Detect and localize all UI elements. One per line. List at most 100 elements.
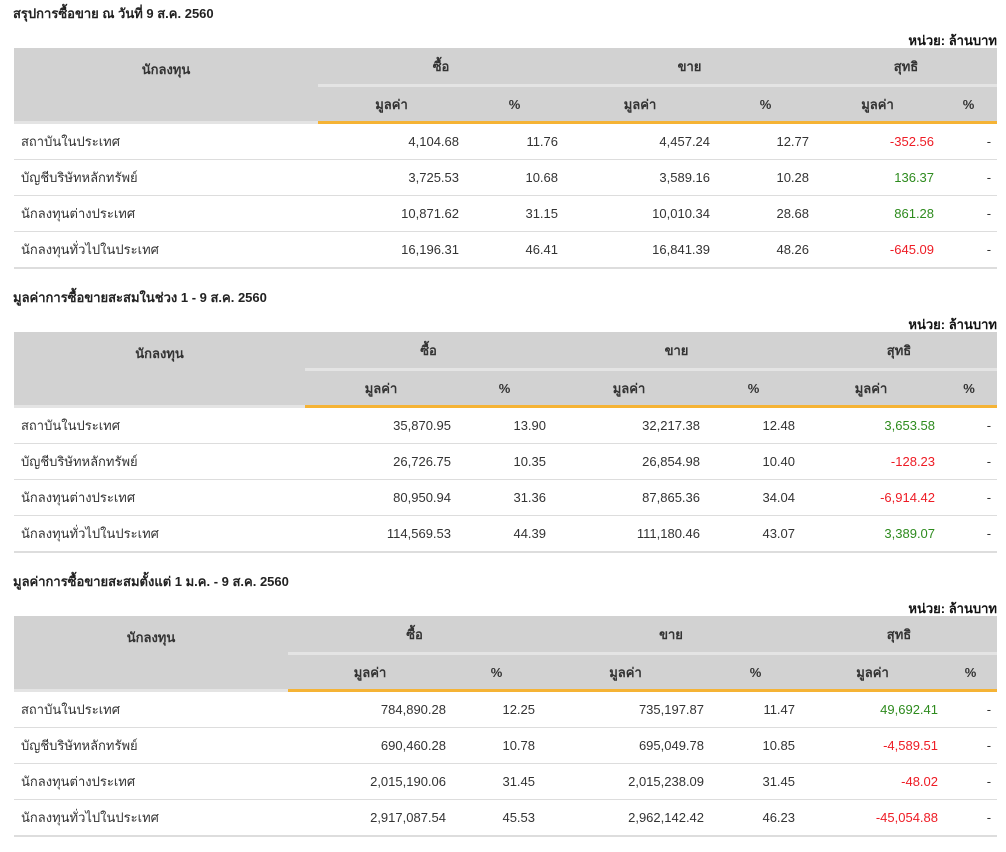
- buy-pct: 10.68: [465, 159, 565, 196]
- net-value: -4,589.51: [801, 727, 945, 764]
- net-value: 136.37: [815, 159, 941, 196]
- table-row: นักลงทุนทั่วไปในประเทศ 114,569.53 44.39 111…: [14, 515, 998, 553]
- pct-subheader: %: [944, 652, 998, 692]
- buy-pct: 31.36: [457, 479, 553, 516]
- buy-pct: 45.53: [452, 799, 542, 837]
- investor-name: นักลงทุนทั่วไปในประเทศ: [14, 515, 305, 553]
- section-title: สรุปการซื้อขาย ณ วันที่ 9 ส.ค. 2560: [13, 6, 214, 21]
- buy-value: 114,569.53: [305, 515, 457, 553]
- investor-name: สถาบันในประเทศ: [14, 122, 318, 160]
- net-value: 3,653.58: [801, 406, 942, 444]
- trading-table: นักลงทุน ซื้อ ขาย สุทธิ มูลค่า% มูลค่า% มู…: [14, 332, 998, 553]
- sell-pct: 10.85: [710, 727, 802, 764]
- table-row: บัญชีบริษัทหลักทรัพย์ 3,725.53 10.68 3,589.…: [14, 159, 998, 196]
- net-pct: -: [940, 231, 998, 269]
- value-subheader: มูลค่า: [552, 368, 707, 408]
- sell-value: 32,217.38: [552, 406, 707, 444]
- net-value: 861.28: [815, 195, 941, 232]
- net-pct: -: [941, 406, 998, 444]
- pct-subheader: %: [706, 368, 802, 408]
- sell-pct: 48.26: [716, 231, 816, 269]
- pct-subheader: %: [710, 652, 802, 692]
- value-subheader: มูลค่า: [288, 652, 452, 692]
- buy-pct: 31.45: [452, 763, 542, 800]
- sell-pct: 12.48: [706, 406, 802, 444]
- sell-value: 26,854.98: [552, 443, 707, 480]
- table-row: นักลงทุนต่างประเทศ 2,015,190.06 31.45 2,015…: [14, 763, 998, 800]
- sell-value: 111,180.46: [552, 515, 707, 553]
- pct-subheader: %: [457, 368, 553, 408]
- investor-name: นักลงทุนต่างประเทศ: [14, 763, 288, 800]
- sell-pct: 10.28: [716, 159, 816, 196]
- table-row: สถาบันในประเทศ 35,870.95 13.90 32,217.38 12.…: [14, 406, 998, 444]
- sell-pct: 43.07: [706, 515, 802, 553]
- buy-value: 690,460.28: [288, 727, 452, 764]
- buy-pct: 46.41: [465, 231, 565, 269]
- investor-name: บัญชีบริษัทหลักทรัพย์: [14, 443, 305, 480]
- buy-pct: 10.35: [457, 443, 553, 480]
- investor-name: บัญชีบริษัทหลักทรัพย์: [14, 159, 318, 196]
- net-header: สุทธิ: [815, 48, 998, 86]
- pct-subheader: %: [465, 84, 565, 124]
- pct-subheader: %: [452, 652, 542, 692]
- net-pct: -: [944, 763, 998, 800]
- buy-pct: 11.76: [465, 122, 565, 160]
- net-value: -48.02: [801, 763, 945, 800]
- buy-pct: 44.39: [457, 515, 553, 553]
- sell-value: 2,962,142.42: [541, 799, 711, 837]
- net-pct: -: [944, 799, 998, 837]
- value-subheader: มูลค่า: [318, 84, 465, 124]
- investor-name: นักลงทุนต่างประเทศ: [14, 479, 305, 516]
- sell-value: 10,010.34: [564, 195, 717, 232]
- buy-value: 784,890.28: [288, 690, 452, 728]
- sell-pct: 31.45: [710, 763, 802, 800]
- investor-header: นักลงทุน: [14, 332, 305, 408]
- sell-header: ขาย: [552, 332, 802, 370]
- net-value: -6,914.42: [801, 479, 942, 516]
- net-value: 3,389.07: [801, 515, 942, 553]
- value-subheader: มูลค่า: [305, 368, 457, 408]
- table-row: นักลงทุนทั่วไปในประเทศ 2,917,087.54 45.53 2…: [14, 799, 998, 837]
- buy-value: 35,870.95: [305, 406, 457, 444]
- net-pct: -: [941, 443, 998, 480]
- net-value: -645.09: [815, 231, 941, 269]
- sell-value: 2,015,238.09: [541, 763, 711, 800]
- sell-pct: 10.40: [706, 443, 802, 480]
- buy-value: 16,196.31: [318, 231, 465, 269]
- investor-header: นักลงทุน: [14, 616, 288, 692]
- sell-value: 735,197.87: [541, 690, 711, 728]
- investor-name: บัญชีบริษัทหลักทรัพย์: [14, 727, 288, 764]
- net-pct: -: [940, 122, 998, 160]
- net-pct: -: [944, 727, 998, 764]
- net-value: -45,054.88: [801, 799, 945, 837]
- buy-value: 2,015,190.06: [288, 763, 452, 800]
- buy-value: 3,725.53: [318, 159, 465, 196]
- buy-header: ซื้อ: [288, 616, 542, 654]
- table-row: นักลงทุนทั่วไปในประเทศ 16,196.31 46.41 16,8…: [14, 231, 998, 269]
- investor-name: นักลงทุนทั่วไปในประเทศ: [14, 799, 288, 837]
- table-row: สถาบันในประเทศ 4,104.68 11.76 4,457.24 12.77…: [14, 122, 998, 160]
- table-row: สถาบันในประเทศ 784,890.28 12.25 735,197.87 1…: [14, 690, 998, 728]
- sell-header: ขาย: [564, 48, 816, 86]
- buy-value: 10,871.62: [318, 195, 465, 232]
- net-pct: -: [941, 479, 998, 516]
- trading-table: นักลงทุน ซื้อ ขาย สุทธิ มูลค่า% มูลค่า% มู…: [14, 48, 998, 269]
- net-value: 49,692.41: [801, 690, 945, 728]
- buy-pct: 13.90: [457, 406, 553, 444]
- pct-subheader: %: [716, 84, 816, 124]
- net-value: -128.23: [801, 443, 942, 480]
- table-row: นักลงทุนต่างประเทศ 10,871.62 31.15 10,010.3…: [14, 195, 998, 232]
- buy-value: 2,917,087.54: [288, 799, 452, 837]
- value-subheader: มูลค่า: [564, 84, 717, 124]
- investor-name: นักลงทุนต่างประเทศ: [14, 195, 318, 232]
- buy-pct: 12.25: [452, 690, 542, 728]
- summary-section: สรุปการซื้อขาย ณ วันที่ 9 ส.ค. 2560 หน่ว…: [0, 0, 1006, 284]
- sell-value: 87,865.36: [552, 479, 707, 516]
- net-pct: -: [941, 515, 998, 553]
- investor-name: นักลงทุนทั่วไปในประเทศ: [14, 231, 318, 269]
- sell-value: 4,457.24: [564, 122, 717, 160]
- unit-label: หน่วย: ล้านบาท: [908, 317, 997, 332]
- buy-pct: 10.78: [452, 727, 542, 764]
- sell-value: 16,841.39: [564, 231, 717, 269]
- investor-name: สถาบันในประเทศ: [14, 406, 305, 444]
